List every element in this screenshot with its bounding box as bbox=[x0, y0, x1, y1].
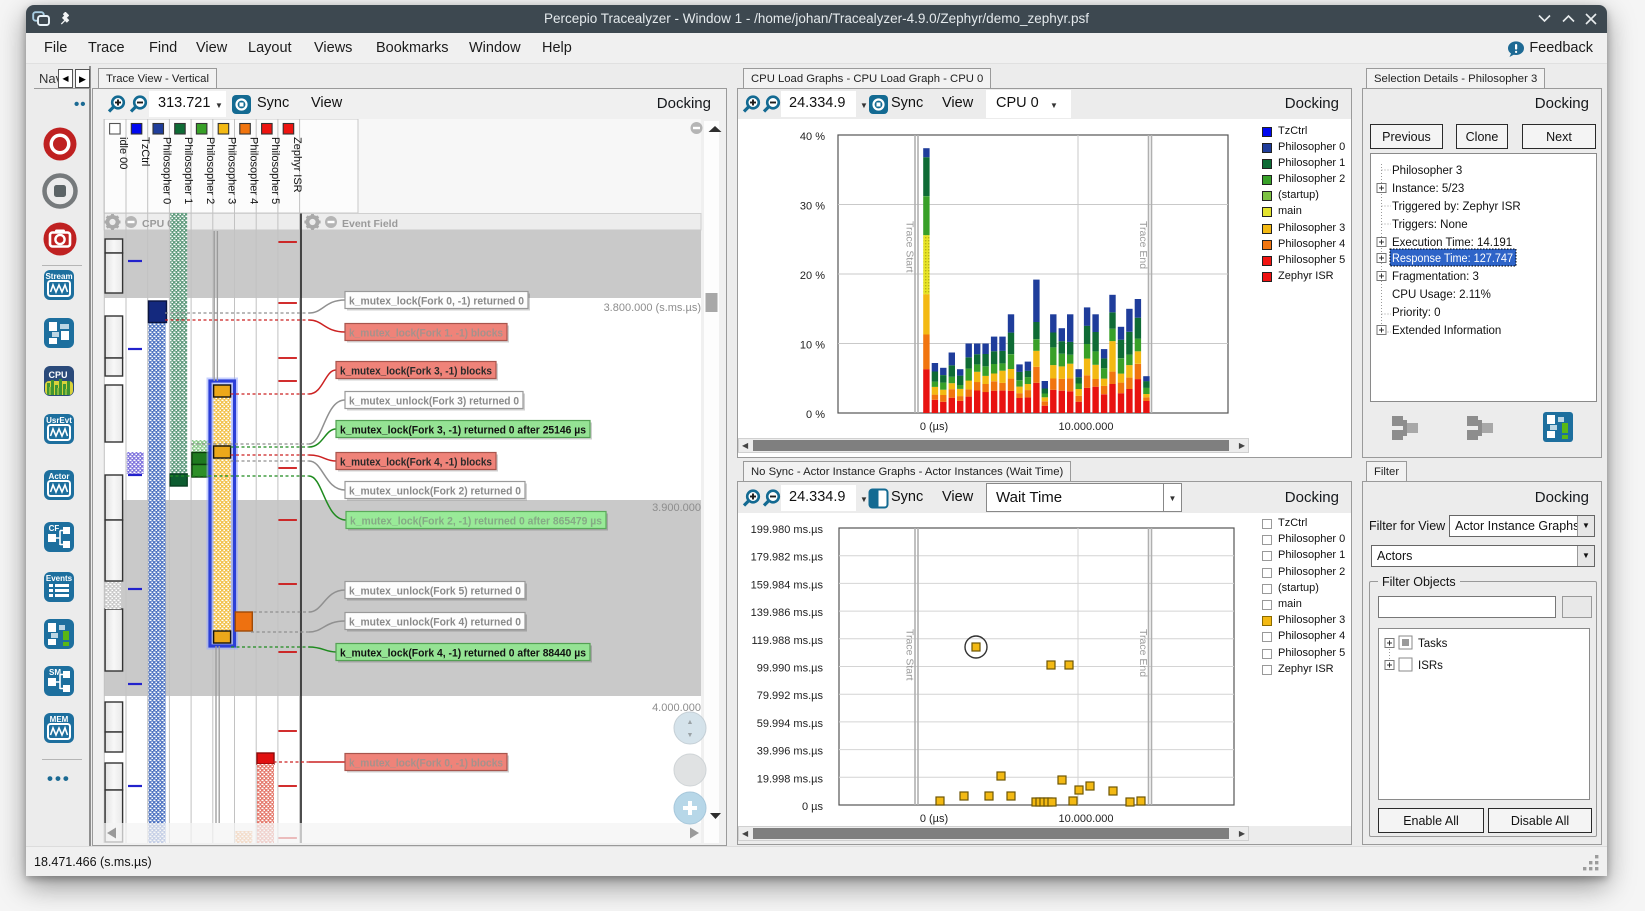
svg-text:SM: SM bbox=[49, 668, 61, 677]
svg-text:10.000.000: 10.000.000 bbox=[1058, 421, 1113, 433]
svg-text:Extended Information: Extended Information bbox=[1392, 325, 1501, 337]
svg-text:CPU: CPU bbox=[48, 370, 67, 380]
svg-text:0 µs: 0 µs bbox=[802, 801, 824, 813]
svg-text:k_mutex_lock(Fork 4, -1) block: k_mutex_lock(Fork 4, -1) blocks bbox=[340, 457, 492, 469]
svg-text:Philosopher 4: Philosopher 4 bbox=[247, 137, 259, 204]
svg-text:k_mutex_lock(Fork 1. -1) block: k_mutex_lock(Fork 1. -1) blocks bbox=[349, 328, 503, 340]
svg-text:k_mutex_unlock(Fork 4) returne: k_mutex_unlock(Fork 4) returned 0 bbox=[349, 617, 521, 629]
svg-text:59.994 ms.µs: 59.994 ms.µs bbox=[757, 718, 824, 730]
svg-text:Events: Events bbox=[46, 574, 73, 583]
svg-text:▼: ▼ bbox=[687, 732, 694, 739]
svg-text:Triggers: None: Triggers: None bbox=[1392, 219, 1468, 231]
svg-text:CF: CF bbox=[49, 524, 60, 533]
svg-text:Response Time: 127.747: Response Time: 127.747 bbox=[1392, 253, 1513, 265]
svg-text:Philosopher 1: Philosopher 1 bbox=[182, 137, 194, 204]
svg-text:Trace Start: Trace Start bbox=[904, 221, 916, 273]
svg-text:119.988 ms.µs: 119.988 ms.µs bbox=[751, 635, 823, 647]
svg-text:TzCtrl: TzCtrl bbox=[139, 137, 151, 166]
svg-text:40 %: 40 % bbox=[800, 131, 825, 143]
svg-text:k_mutex_unlock(Fork 3) returne: k_mutex_unlock(Fork 3) returned 0 bbox=[349, 396, 519, 408]
svg-text:k_mutex_lock(Fork 2, -1) retur: k_mutex_lock(Fork 2, -1) returned 0 afte… bbox=[350, 516, 602, 528]
svg-text:k_mutex_lock(Fork 4, -1) retur: k_mutex_lock(Fork 4, -1) returned 0 afte… bbox=[340, 648, 586, 660]
svg-text:▲: ▲ bbox=[687, 719, 694, 726]
svg-text:Stream: Stream bbox=[45, 272, 72, 281]
svg-text:Philosopher 2: Philosopher 2 bbox=[204, 137, 216, 204]
svg-text:UsrEvt: UsrEvt bbox=[46, 416, 72, 425]
svg-text:idle 00: idle 00 bbox=[117, 137, 129, 169]
svg-text:k_mutex_unlock(Fork 5) returne: k_mutex_unlock(Fork 5) returned 0 bbox=[349, 586, 521, 598]
svg-text:3.900.000: 3.900.000 bbox=[652, 502, 701, 514]
svg-text:k_mutex_lock(Fork 3, -1) retur: k_mutex_lock(Fork 3, -1) returned 0 afte… bbox=[340, 425, 586, 437]
svg-text:k_mutex_lock(Fork 3, -1) block: k_mutex_lock(Fork 3, -1) blocks bbox=[340, 366, 492, 378]
svg-text:Instance: 5/23: Instance: 5/23 bbox=[1392, 183, 1464, 195]
svg-text:179.982 ms.µs: 179.982 ms.µs bbox=[751, 552, 824, 564]
svg-text:Execution Time: 14.191: Execution Time: 14.191 bbox=[1392, 237, 1512, 249]
svg-text:79.992 ms.µs: 79.992 ms.µs bbox=[757, 690, 824, 702]
svg-text:3.800.000 (s.ms.µs): 3.800.000 (s.ms.µs) bbox=[604, 302, 701, 314]
svg-text:Actor: Actor bbox=[49, 472, 70, 481]
svg-text:19.998 ms.µs: 19.998 ms.µs bbox=[757, 773, 824, 785]
svg-text:Philosopher 5: Philosopher 5 bbox=[269, 137, 281, 204]
svg-text:Philosopher 3: Philosopher 3 bbox=[1392, 165, 1462, 177]
svg-text:Trace End: Trace End bbox=[1137, 221, 1149, 269]
svg-text:199.980 ms.µs: 199.980 ms.µs bbox=[751, 524, 824, 536]
svg-text:99.990 ms.µs: 99.990 ms.µs bbox=[757, 663, 824, 675]
svg-text:139.986 ms.µs: 139.986 ms.µs bbox=[751, 607, 824, 619]
svg-text:Priority: 0: Priority: 0 bbox=[1392, 307, 1441, 319]
svg-text:Triggered by: Zephyr ISR: Triggered by: Zephyr ISR bbox=[1392, 201, 1521, 213]
svg-text:MEM: MEM bbox=[50, 715, 69, 724]
svg-text:Event Field: Event Field bbox=[342, 218, 398, 230]
svg-text:k_mutex_lock(Fork 0, -1) block: k_mutex_lock(Fork 0, -1) blocks bbox=[349, 758, 503, 770]
svg-text:0 (µs): 0 (µs) bbox=[920, 813, 948, 825]
svg-text:Philosopher 3: Philosopher 3 bbox=[226, 137, 238, 204]
svg-text:Tasks: Tasks bbox=[1418, 638, 1448, 650]
svg-text:k_mutex_unlock(Fork 2) returne: k_mutex_unlock(Fork 2) returned 0 bbox=[349, 486, 521, 498]
svg-text:10.000.000: 10.000.000 bbox=[1058, 813, 1113, 825]
svg-text:39.996 ms.µs: 39.996 ms.µs bbox=[757, 746, 824, 758]
svg-text:ISRs: ISRs bbox=[1418, 660, 1443, 672]
svg-text:159.984 ms.µs: 159.984 ms.µs bbox=[751, 579, 824, 591]
svg-text:Trace Start: Trace Start bbox=[904, 629, 916, 681]
svg-text:Trace End: Trace End bbox=[1137, 629, 1149, 677]
svg-text:Zephyr ISR: Zephyr ISR bbox=[291, 137, 303, 193]
svg-text:30 %: 30 % bbox=[800, 201, 825, 213]
svg-text:0 (µs): 0 (µs) bbox=[920, 421, 948, 433]
svg-text:CPU Usage: 2.11%: CPU Usage: 2.11% bbox=[1392, 289, 1491, 301]
svg-text:20 %: 20 % bbox=[800, 270, 825, 282]
svg-text:Fragmentation: 3: Fragmentation: 3 bbox=[1392, 271, 1479, 283]
svg-text:4.000.000: 4.000.000 bbox=[652, 702, 701, 714]
svg-text:CPU 0: CPU 0 bbox=[142, 218, 173, 230]
svg-text:k_mutex_lock(Fork 0, -1) retur: k_mutex_lock(Fork 0, -1) returned 0 bbox=[349, 296, 524, 308]
svg-text:0 %: 0 % bbox=[806, 409, 825, 421]
svg-text:10 %: 10 % bbox=[800, 340, 825, 352]
svg-text:Philosopher 0: Philosopher 0 bbox=[161, 137, 173, 204]
